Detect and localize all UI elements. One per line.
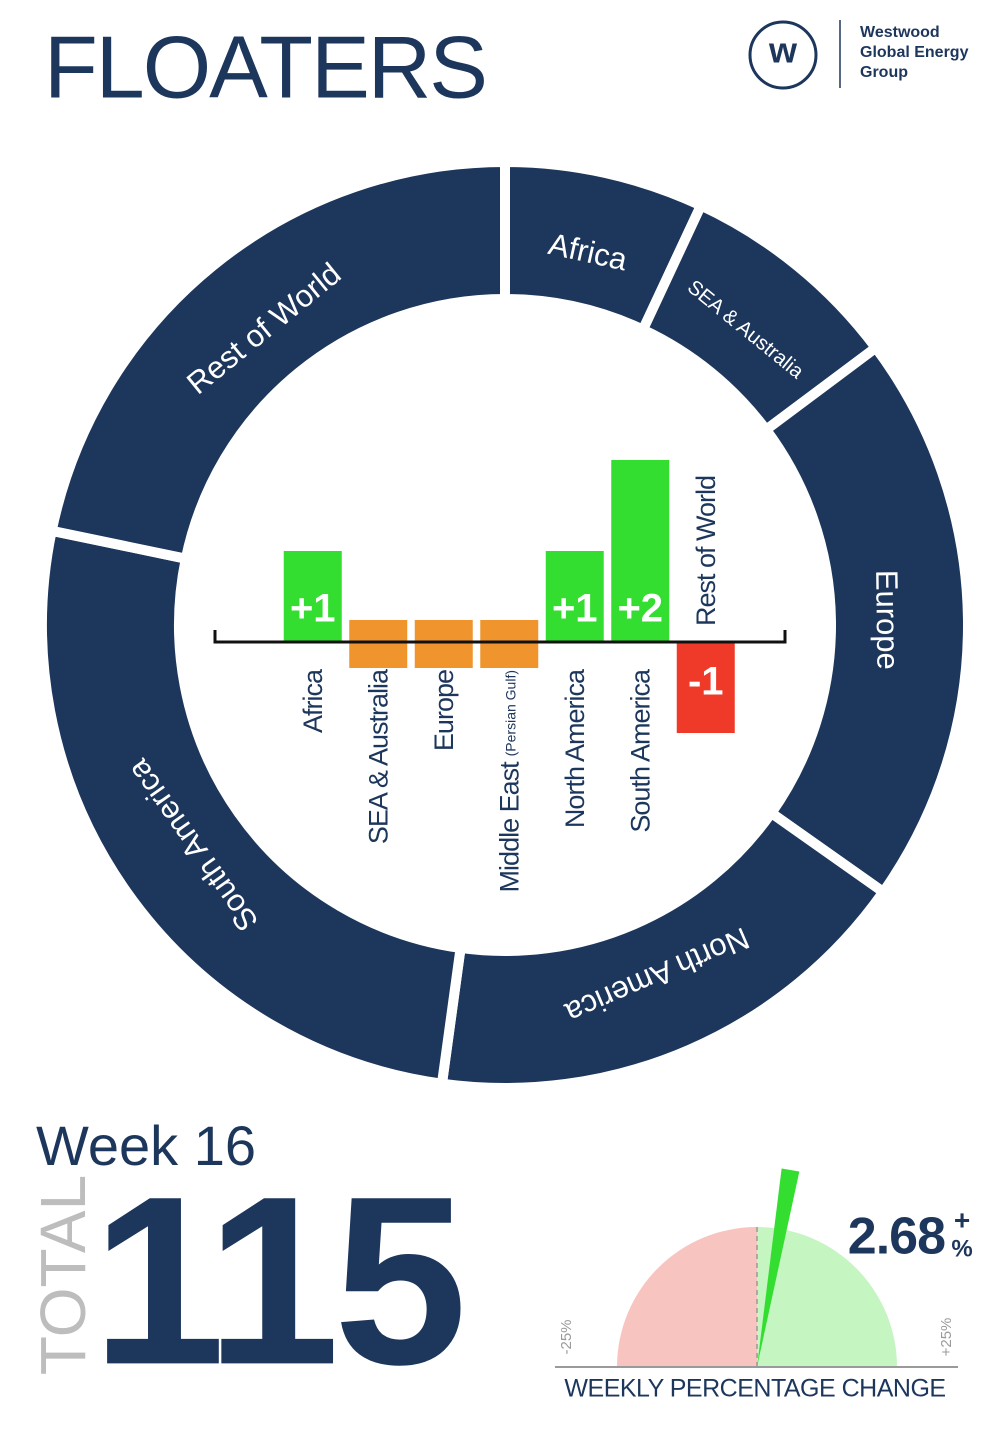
bar: [611, 460, 670, 642]
donut-segment: [45, 156, 510, 565]
category-label: Rest of World: [691, 476, 721, 626]
gauge-needle: [757, 1168, 800, 1367]
x-axis: [213, 630, 787, 644]
logo-text: Global Energy: [860, 44, 969, 61]
logo-letter: w: [768, 30, 798, 71]
gauge-tick-label: +25%: [938, 1318, 955, 1357]
category-name: SEA & Australia: [363, 668, 393, 844]
donut-segment: [759, 340, 973, 899]
donut-segment: [37, 524, 467, 1090]
value-label: +1: [552, 587, 598, 631]
logo-text: Westwood: [860, 24, 940, 41]
gauge-negative: [617, 1227, 757, 1367]
gauge-unit: %: [951, 1235, 972, 1262]
bar: [676, 642, 735, 733]
category-label: SEA & Australia: [363, 668, 393, 844]
logo-circle: [748, 20, 818, 90]
category-label: Middle East (Persian Gulf): [494, 670, 524, 892]
page-title: FLOATERS: [44, 17, 486, 116]
category-label: Africa: [298, 668, 328, 733]
gauge-tick-label: -25%: [558, 1319, 575, 1354]
donut-segment: [436, 806, 891, 1093]
bar: [414, 620, 473, 668]
bar: [349, 620, 408, 668]
bar: [480, 620, 539, 668]
category-name: South America: [625, 668, 655, 833]
category-name: Rest of World: [691, 476, 721, 626]
total-label: TOTAL: [27, 1175, 99, 1375]
category-name: Europe: [429, 670, 459, 751]
category-label: North America: [560, 668, 590, 828]
gauge-title: WEEKLY PERCENTAGE CHANGE: [564, 1375, 945, 1403]
gauge-sign: +: [954, 1204, 970, 1235]
bar: [283, 551, 342, 642]
category-label: South America: [625, 668, 655, 833]
total-value: 115: [92, 1146, 461, 1414]
category-note: (Persian Gulf): [502, 670, 518, 756]
category-name: Middle East: [494, 761, 524, 893]
category-label: Europe: [429, 670, 459, 751]
category-name: North America: [560, 668, 590, 828]
value-label: +2: [617, 587, 663, 631]
logo-text: Group: [860, 64, 908, 81]
bar: [545, 551, 604, 642]
gauge-positive: [757, 1227, 897, 1367]
value-label: +1: [290, 587, 336, 631]
value-label: -1: [688, 660, 724, 704]
week-label: Week 16: [36, 1114, 256, 1177]
gauge-value: 2.68: [848, 1208, 945, 1266]
segment-label: Europe: [869, 570, 905, 670]
category-name: Africa: [298, 668, 328, 733]
